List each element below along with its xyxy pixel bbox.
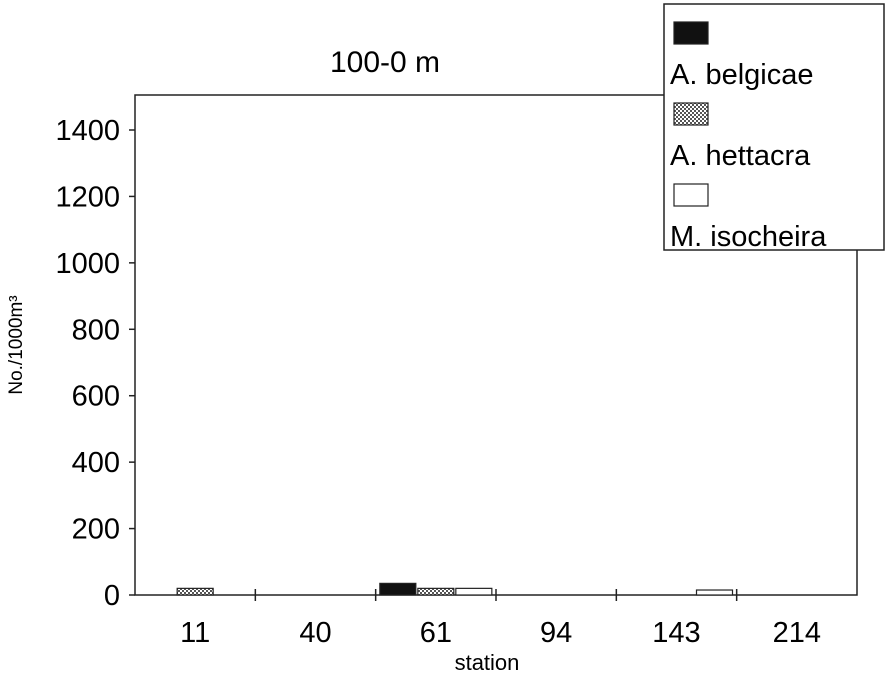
x-tick-label: 214 xyxy=(773,617,821,649)
x-tick-label: 143 xyxy=(652,617,700,649)
bar xyxy=(417,587,455,596)
y-tick-label: 1000 xyxy=(55,248,120,280)
legend-label: A. hettacra xyxy=(670,140,811,172)
y-tick-label: 400 xyxy=(72,447,120,479)
legend-swatch xyxy=(673,102,709,126)
chart-title: 100-0 m xyxy=(330,46,440,79)
y-tick-label: 0 xyxy=(104,580,120,612)
legend: A. belgicae A. hettacra M. isocheira xyxy=(663,3,885,253)
x-axis-label: station xyxy=(455,650,520,675)
y-tick-label: 800 xyxy=(72,314,120,346)
y-tick-label: 1400 xyxy=(55,115,120,147)
legend-label: A. belgicae xyxy=(670,59,814,91)
x-tick-label: 11 xyxy=(180,617,210,649)
bars xyxy=(176,582,734,596)
bar xyxy=(455,587,493,596)
y-tick-label: 200 xyxy=(72,514,120,546)
legend-swatch xyxy=(673,21,709,45)
x-tick-label: 94 xyxy=(540,617,572,649)
x-axis: 11 40 61 94 143 214 xyxy=(180,589,821,649)
legend-box xyxy=(663,3,885,251)
y-tick-label: 600 xyxy=(72,381,120,413)
x-tick-label: 61 xyxy=(420,617,452,649)
bar xyxy=(176,587,214,596)
legend-label: M. isocheira xyxy=(670,221,827,253)
bar xyxy=(379,582,417,596)
bar xyxy=(695,589,734,596)
y-tick-label: 1200 xyxy=(55,181,120,213)
legend-swatch xyxy=(673,183,709,207)
y-axis-label: No./1000m³ xyxy=(6,295,27,394)
y-axis: 0 200 400 600 800 1000 1200 1400 xyxy=(55,115,135,612)
x-tick-label: 40 xyxy=(299,617,331,649)
